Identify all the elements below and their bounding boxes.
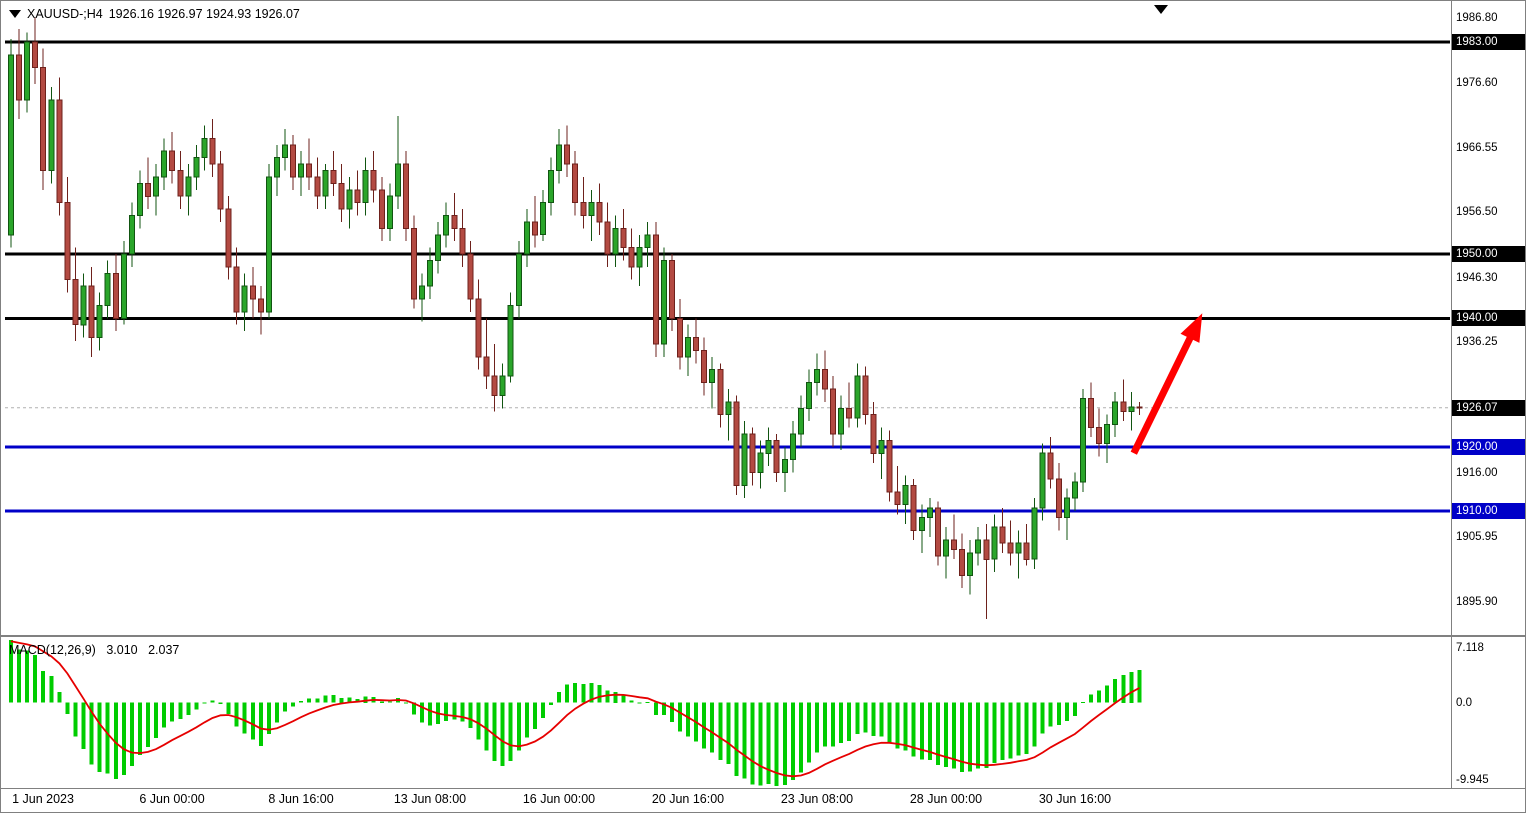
price-level-badge-1926.07: 1926.07: [1452, 400, 1525, 416]
price-level-line-1940[interactable]: [5, 316, 1450, 320]
price-level-line-1910[interactable]: [5, 509, 1450, 513]
price-level-badge-1983.00: 1983.00: [1452, 34, 1525, 50]
price-axis-tick: 1986.80: [1456, 12, 1498, 24]
price-axis-tick: 1976.60: [1456, 77, 1498, 89]
macd-panel-separator[interactable]: [1, 635, 1525, 637]
trend-arrow-shaft[interactable]: [1130, 333, 1195, 455]
price-level-badge-1910.00: 1910.00: [1452, 503, 1525, 519]
macd-signal-line: [10, 640, 1140, 778]
macd-axis-tick: -9.945: [1456, 774, 1489, 786]
price-axis-tick: 1936.25: [1456, 336, 1498, 348]
symbol-marker-icon[interactable]: [9, 10, 21, 18]
ohlc-values-label: 1926.16 1926.97 1924.93 1926.07: [108, 7, 300, 21]
price-axis-tick: 1966.55: [1456, 142, 1498, 154]
price-axis-tick: 1956.50: [1456, 206, 1498, 218]
symbol-timeframe-label: XAUUSD-;H4: [27, 7, 103, 21]
time-axis-label: 30 Jun 16:00: [1038, 792, 1112, 806]
candlestick-plot[interactable]: [5, 17, 1450, 619]
price-axis-tick: 1946.30: [1456, 272, 1498, 284]
time-axis-label: 6 Jun 00:00: [139, 792, 205, 806]
price-axis-tick: 1895.90: [1456, 596, 1498, 608]
price-axis-border: [1451, 1, 1452, 788]
price-level-badge-1950.00: 1950.00: [1452, 246, 1525, 262]
macd-axis-tick: 7.118: [1456, 642, 1484, 654]
time-axis-separator: [1, 788, 1525, 789]
price-level-line-1950[interactable]: [5, 252, 1450, 256]
price-chart-canvas[interactable]: [1, 1, 1451, 789]
time-axis[interactable]: 1 Jun 2023 6 Jun 00:00 8 Jun 16:00 13 Jun 0…: [1, 789, 1525, 812]
price-axis[interactable]: 1986.80 1976.60 1966.55 1956.50 1946.30 1936.…: [1452, 1, 1525, 788]
price-axis-tick: 1916.00: [1456, 467, 1498, 479]
time-axis-label: 16 Jun 00:00: [522, 792, 596, 806]
price-level-line-1983[interactable]: [5, 40, 1450, 44]
price-level-line-1920[interactable]: [5, 445, 1450, 449]
chart-ohlc-header: XAUUSD-;H4 1926.16 1926.97 1924.93 1926.…: [9, 7, 300, 21]
time-axis-label: 28 Jun 00:00: [909, 792, 983, 806]
chart-shift-marker-icon[interactable]: [1154, 5, 1168, 14]
macd-indicator-label: MACD(12,26,9) 3.010 2.037: [9, 643, 186, 657]
price-axis-tick: 1905.95: [1456, 531, 1498, 543]
macd-plot[interactable]: [9, 640, 1142, 786]
time-axis-label: 1 Jun 2023: [12, 792, 74, 806]
time-axis-label: 8 Jun 16:00: [268, 792, 334, 806]
price-level-badge-1920.00: 1920.00: [1452, 439, 1525, 455]
price-level-badge-1940.00: 1940.00: [1452, 310, 1525, 326]
trend-arrow-head[interactable]: [1180, 313, 1203, 343]
macd-main-value: 3.010: [106, 643, 138, 657]
macd-signal-value: 2.037: [148, 643, 180, 657]
macd-axis-tick: 0.0: [1456, 697, 1472, 709]
time-axis-label: 13 Jun 08:00: [393, 792, 467, 806]
macd-name-label: MACD(12,26,9): [9, 643, 96, 657]
time-axis-label: 23 Jun 08:00: [780, 792, 854, 806]
time-axis-label: 20 Jun 16:00: [651, 792, 725, 806]
